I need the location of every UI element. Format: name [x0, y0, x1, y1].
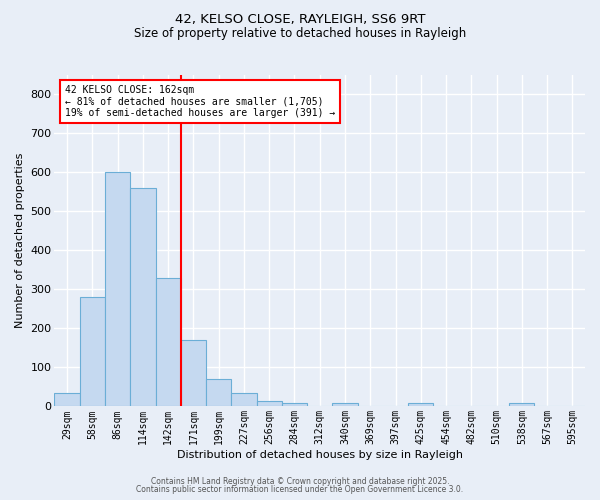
Bar: [206, 379, 232, 406]
Bar: [332, 402, 358, 406]
Text: Contains HM Land Registry data © Crown copyright and database right 2025.: Contains HM Land Registry data © Crown c…: [151, 477, 449, 486]
Text: 42, KELSO CLOSE, RAYLEIGH, SS6 9RT: 42, KELSO CLOSE, RAYLEIGH, SS6 9RT: [175, 12, 425, 26]
Bar: [181, 340, 206, 406]
Bar: [509, 402, 535, 406]
Text: Contains public sector information licensed under the Open Government Licence 3.: Contains public sector information licen…: [136, 485, 464, 494]
Bar: [282, 402, 307, 406]
Bar: [55, 393, 80, 406]
Bar: [155, 278, 181, 406]
Bar: [80, 297, 105, 406]
Bar: [105, 172, 130, 406]
Bar: [257, 400, 282, 406]
Text: Size of property relative to detached houses in Rayleigh: Size of property relative to detached ho…: [134, 28, 466, 40]
Y-axis label: Number of detached properties: Number of detached properties: [15, 153, 25, 328]
Bar: [408, 402, 433, 406]
Bar: [130, 188, 155, 406]
X-axis label: Distribution of detached houses by size in Rayleigh: Distribution of detached houses by size …: [177, 450, 463, 460]
Text: 42 KELSO CLOSE: 162sqm
← 81% of detached houses are smaller (1,705)
19% of semi-: 42 KELSO CLOSE: 162sqm ← 81% of detached…: [65, 85, 335, 118]
Bar: [232, 393, 257, 406]
